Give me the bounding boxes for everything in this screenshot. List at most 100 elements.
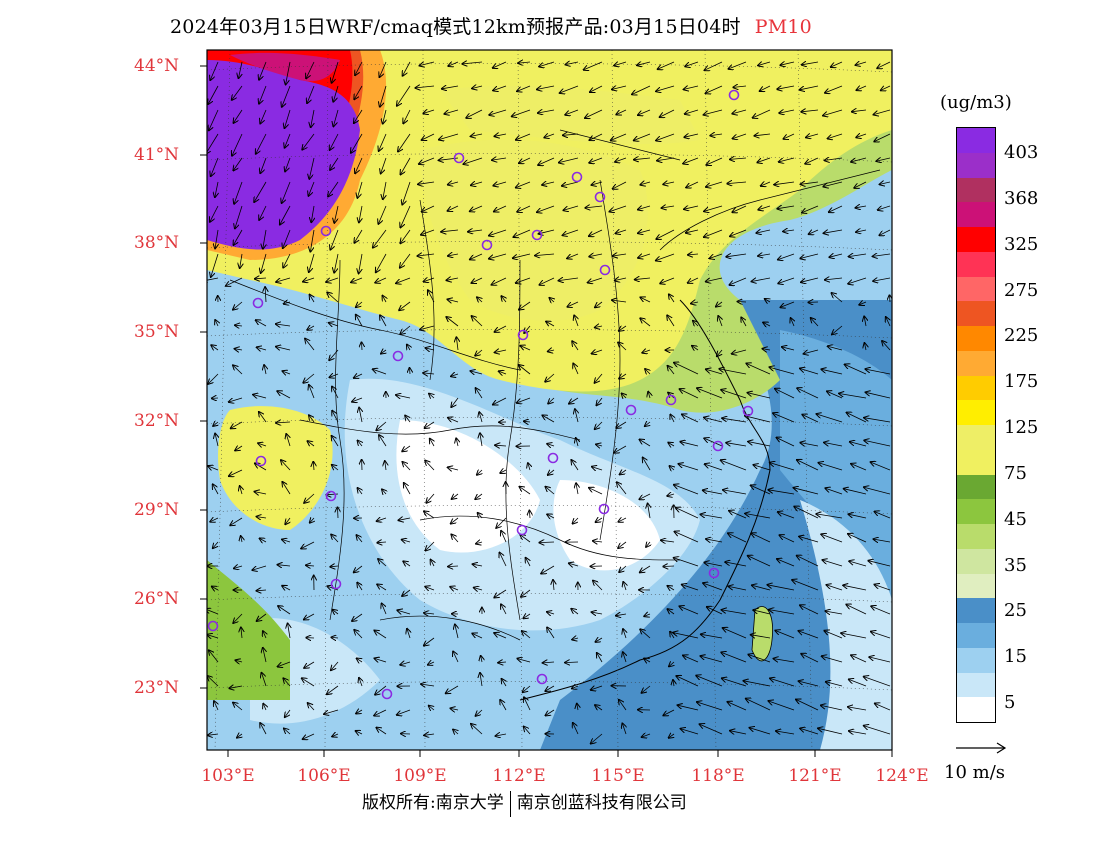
wind-arrow	[263, 229, 266, 249]
wind-arrow	[259, 412, 267, 423]
wind-arrow	[644, 614, 651, 616]
wind-arrow	[753, 109, 771, 118]
wind-arrow	[425, 421, 435, 428]
colorbar-label: 368	[1004, 187, 1039, 209]
wind-arrow	[704, 205, 723, 211]
wind-arrow	[576, 483, 578, 495]
wind-arrow	[866, 392, 891, 399]
wind-arrow	[306, 61, 315, 78]
wind-arrow	[593, 541, 603, 542]
wind-arrow	[703, 490, 723, 495]
wind-arrow	[704, 438, 723, 447]
wind-arrow	[451, 535, 459, 543]
wind-arrow	[849, 561, 867, 567]
wind-arrow	[213, 484, 219, 495]
wind-arrow	[516, 277, 531, 283]
wind-arrow	[585, 109, 603, 118]
wind-arrow	[332, 411, 339, 423]
wind-arrow	[307, 326, 315, 330]
wind-arrow	[207, 635, 219, 638]
wind-arrow	[686, 181, 699, 188]
wind-arrow	[545, 373, 555, 382]
wind-arrow	[403, 61, 411, 76]
wind-arrow	[873, 278, 891, 281]
station-marker	[712, 440, 724, 452]
wind-arrow	[399, 518, 411, 520]
wind-arrow	[442, 86, 459, 89]
wind-arrow	[352, 613, 363, 621]
wind-arrow	[721, 390, 747, 399]
station-marker	[547, 452, 559, 464]
wind-arrow	[264, 365, 266, 375]
wind-arrow	[400, 662, 411, 665]
colorbar-swatch	[957, 227, 995, 252]
wind-arrow	[548, 350, 555, 352]
wind-arrow	[669, 734, 674, 738]
wind-arrow	[645, 369, 650, 374]
wind-arrow	[481, 656, 482, 663]
wind-arrow	[471, 724, 483, 735]
wind-arrow	[618, 518, 627, 522]
wind-arrow	[676, 508, 699, 519]
colorbar-swatch	[957, 548, 995, 574]
lat-label-23: 23°N	[134, 678, 180, 698]
wind-arrow	[596, 638, 603, 642]
wind-arrow	[661, 540, 675, 542]
wind-arrow	[622, 394, 626, 399]
wind-arrow	[253, 395, 267, 398]
wind-arrow	[473, 564, 483, 566]
wind-arrow	[865, 343, 867, 351]
wind-arrow	[796, 700, 819, 711]
wind-arrow	[825, 85, 843, 93]
wind-arrow	[234, 566, 243, 568]
wind-arrow	[493, 61, 507, 68]
wind-arrow	[492, 277, 507, 285]
wind-arrow	[774, 659, 795, 663]
wind-arrow	[379, 435, 387, 447]
wind-arrow	[259, 85, 267, 104]
wind-arrow	[373, 369, 387, 375]
wind-arrow	[396, 395, 411, 398]
wind-arrow	[211, 157, 219, 176]
wind-arrow	[548, 470, 555, 475]
wind-arrow	[540, 277, 555, 285]
lon-label-103: 103°E	[201, 766, 255, 786]
wind-arrow	[856, 134, 867, 137]
wind-arrow	[874, 133, 891, 142]
wind-arrow	[584, 61, 603, 70]
wind-arrow	[448, 254, 459, 256]
wind-arrow	[662, 206, 675, 208]
wind-arrow	[255, 463, 267, 471]
wind-arrow	[517, 205, 531, 212]
wind-arrow	[882, 341, 891, 351]
wind-arrow	[826, 611, 843, 614]
wind-arrow	[856, 206, 867, 208]
wind-arrow	[382, 604, 387, 615]
wind-arrow	[207, 133, 219, 154]
wind-arrow	[592, 612, 603, 614]
wind-arrow	[327, 293, 339, 303]
wind-arrow	[683, 656, 699, 663]
wind-arrow	[849, 731, 867, 734]
wind-arrow	[592, 467, 603, 470]
wind-arrow	[351, 133, 363, 153]
wind-arrow	[331, 535, 339, 543]
wind-arrow	[572, 341, 579, 351]
wind-arrow	[770, 367, 795, 375]
wind-arrow	[848, 707, 867, 710]
wind-arrow	[472, 86, 483, 89]
wind-arrow	[283, 253, 291, 268]
wind-arrow	[286, 434, 290, 447]
wind-arrow	[520, 487, 531, 495]
wind-arrow	[575, 409, 578, 423]
wind-arrow	[768, 490, 795, 495]
wind-arrow	[453, 730, 458, 735]
wind-arrow	[783, 230, 795, 232]
wind-arrow	[619, 374, 627, 379]
wind-arrow	[215, 229, 218, 248]
wind-arrow	[546, 322, 555, 327]
wind-arrow	[648, 504, 650, 519]
wind-arrow	[400, 325, 411, 334]
wind-arrow	[210, 205, 219, 222]
title-main: 2024年03月15日WRF/cmaq模式12km预报产品:03月15日04时	[170, 16, 741, 38]
